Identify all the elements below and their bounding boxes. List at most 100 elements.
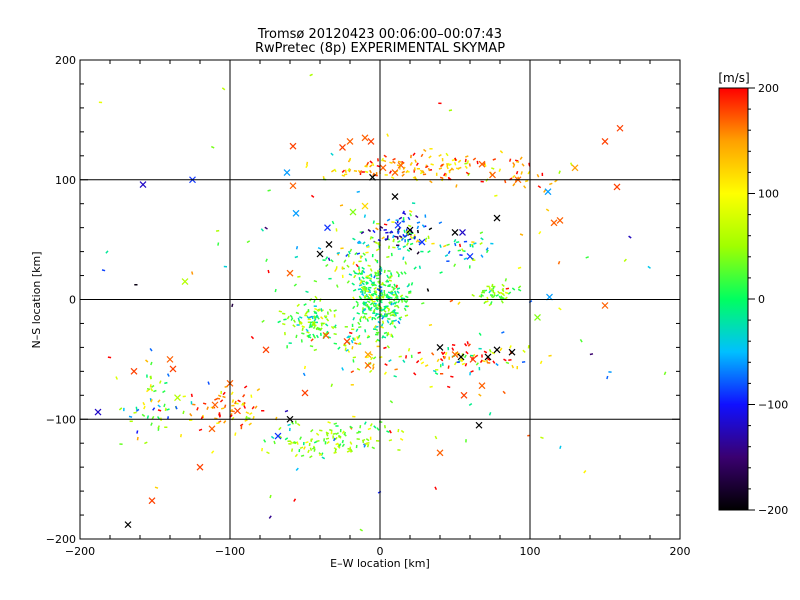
data-point [373,425,377,429]
data-point [369,268,373,272]
data-point [159,380,162,384]
data-point [390,176,395,180]
data-point [150,384,155,389]
data-point [403,229,406,233]
data-point [426,288,430,292]
data-point [397,428,400,433]
data-point [373,308,376,313]
data-point [368,293,372,297]
data-point [372,356,377,360]
data-point [386,430,390,433]
data-point [465,155,469,158]
data-point [408,290,412,293]
data-point [543,189,547,193]
data-point [389,272,393,276]
data-point [301,327,304,331]
data-point [478,332,482,336]
data-point [480,254,484,258]
data-point [382,159,387,163]
data-point [413,235,416,240]
data-point [372,316,377,321]
data-point [229,408,234,413]
data-point [414,159,417,163]
data-point [383,223,388,226]
data-point [392,293,396,297]
data-point [309,447,313,451]
cross-marker [316,250,324,258]
data-point [494,194,498,197]
data-point [461,362,466,366]
data-point [382,283,387,287]
data-point [486,357,491,361]
data-point [141,413,146,417]
cross-marker [289,182,297,190]
x-tick-label: −200 [65,545,95,558]
data-point [545,208,550,212]
data-point [345,253,349,258]
data-point [502,390,506,395]
data-point [540,436,544,440]
data-point [118,407,123,411]
data-point [557,261,561,265]
y-tick-label: 200 [55,54,76,67]
data-point [324,323,329,327]
data-point [362,301,366,305]
data-point [715,208,717,211]
data-point [508,359,512,362]
data-point [389,313,394,317]
data-point [699,341,701,343]
x-tick-label: 100 [520,545,541,558]
data-point [404,261,408,265]
data-point [399,294,404,298]
data-point [424,364,429,367]
data-point [346,450,351,453]
data-point [373,302,377,305]
data-point [292,324,296,328]
data-point [491,167,495,170]
data-point [430,163,434,166]
data-point [364,170,369,174]
data-point [301,325,306,328]
data-point [374,271,378,275]
x-tick-label: 0 [377,545,384,558]
data-point [326,440,330,445]
data-point [189,413,193,417]
data-point [302,372,306,377]
data-point [503,358,507,362]
data-point [439,163,444,168]
data-point [501,293,506,297]
data-point [384,313,387,317]
data-point [217,242,220,246]
data-point [235,402,239,405]
data-point [468,163,471,167]
data-point [303,446,306,450]
data-point [296,303,300,307]
data-point [309,73,313,77]
data-point [527,170,531,175]
data-point [501,331,505,334]
data-point [381,335,385,339]
data-point [504,291,509,295]
data-point [443,172,447,177]
data-point [402,256,405,260]
data-point [347,253,350,258]
data-point [449,299,454,303]
cross-marker [436,449,444,457]
data-point [381,236,385,240]
data-point [354,272,358,275]
data-point [402,233,406,238]
data-point [315,432,320,436]
data-point [264,226,268,230]
data-point [434,435,438,440]
data-point [357,271,361,276]
data-point [559,445,562,450]
data-point [325,433,329,437]
data-point [317,328,322,331]
data-point [261,319,265,323]
data-point [305,310,309,314]
data-point [464,343,468,347]
data-point [363,294,367,298]
data-point [406,248,411,253]
data-point [383,292,386,297]
data-point [492,360,496,364]
